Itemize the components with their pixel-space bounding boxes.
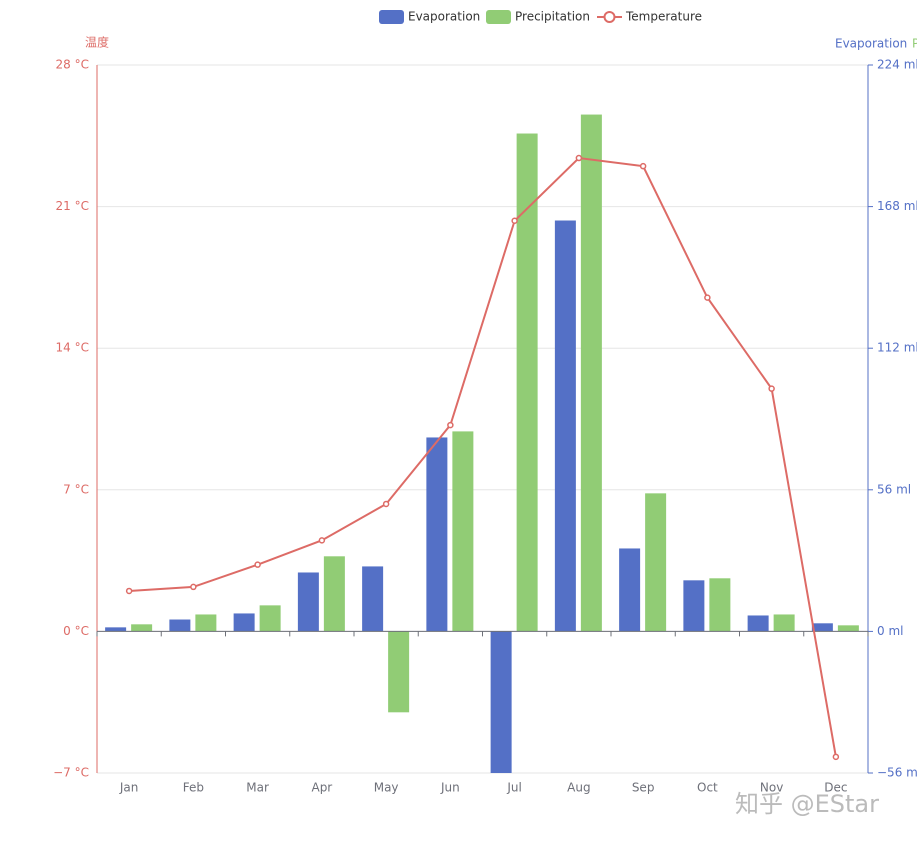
bar (426, 437, 448, 632)
bar (297, 572, 319, 632)
y2-tick-label: 168 ml (877, 199, 917, 213)
legend-label: Precipitation (515, 10, 590, 24)
bar (195, 614, 217, 632)
bar (683, 580, 705, 632)
legend-swatch (603, 11, 616, 23)
bar (554, 220, 576, 632)
bar (388, 631, 410, 713)
bar (580, 114, 602, 632)
bar (619, 548, 641, 632)
line-point (382, 500, 390, 508)
legend-label: Evaporation (408, 10, 480, 24)
y2-tick-label: 112 ml (877, 341, 917, 355)
x-tick-label: Nov (760, 781, 783, 795)
y2-tick-label: −56 ml (877, 766, 917, 780)
x-tick-label: Jul (506, 781, 521, 795)
bar (645, 493, 667, 632)
bar (452, 431, 474, 632)
y2-tick-label: 56 ml (877, 482, 911, 496)
bar (105, 627, 127, 632)
bar (516, 133, 538, 632)
watermark: 知乎 @EStar (735, 790, 879, 818)
line-point (254, 561, 261, 568)
y2-axis-label: Evaporation (835, 37, 907, 51)
x-tick-label: Mar (246, 781, 269, 795)
x-tick-label: Feb (183, 781, 204, 795)
bar (773, 614, 795, 632)
bar (233, 613, 255, 632)
x-tick-label: Dec (824, 781, 847, 795)
y-tick-label: 14 °C (56, 341, 89, 355)
y-tick-label: 0 °C (63, 624, 89, 638)
y2-tick-label: 0 ml (877, 624, 903, 638)
bar (362, 566, 384, 632)
y-tick-label: 21 °C (56, 199, 89, 213)
bar (747, 615, 769, 632)
line-point (639, 162, 647, 170)
line-point (832, 753, 840, 761)
line-point (318, 537, 326, 544)
bar (490, 631, 512, 773)
line-point (190, 583, 197, 591)
legend-swatch (379, 10, 404, 24)
x-tick-label: Jan (119, 781, 139, 795)
y-tick-label: 28 °C (56, 58, 89, 72)
bar (837, 625, 859, 632)
line-point (575, 154, 583, 162)
bar (323, 556, 345, 632)
x-tick-label: May (374, 781, 399, 795)
y-axis-label: 温度 (85, 35, 109, 50)
line (129, 156, 837, 757)
x-tick-label: Jun (440, 781, 460, 795)
bar (131, 624, 153, 632)
x-tick-label: Apr (311, 781, 332, 795)
x-tick-label: Oct (697, 781, 718, 795)
line-point (125, 587, 133, 595)
x-tick-label: Aug (567, 781, 590, 795)
bar (811, 623, 833, 632)
line-point (511, 217, 518, 225)
line-point (704, 294, 711, 301)
legend-swatch (486, 10, 511, 24)
bars (105, 114, 859, 773)
line-point (447, 421, 454, 429)
y2-tick-label: 224 ml (877, 58, 917, 72)
x-tick-label: Sep (632, 781, 655, 795)
y-tick-label: −7 °C (53, 766, 89, 780)
legend-label: Temperature (625, 10, 702, 24)
bar (169, 619, 191, 632)
bar (709, 578, 731, 632)
bar (259, 605, 281, 632)
y2-axis-label: Precipitation (912, 37, 917, 51)
y-tick-label: 7 °C (63, 482, 89, 496)
line-point (768, 385, 775, 392)
